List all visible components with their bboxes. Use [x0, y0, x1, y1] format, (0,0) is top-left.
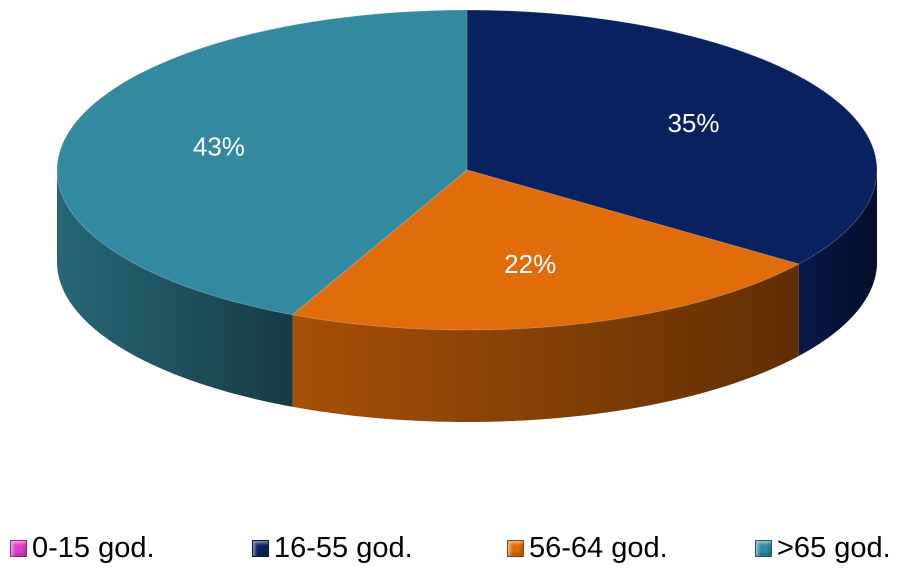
data-label-56-64-god: 22% — [504, 249, 556, 279]
pie-chart: 35% 22% 43% — [56, 9, 878, 422]
legend-label-over-65: >65 god. — [777, 531, 891, 564]
legend-item-over-65: >65 god. — [755, 528, 891, 568]
data-label-65-god: 43% — [193, 131, 245, 161]
legend-swatch-16-55 — [252, 539, 269, 557]
legend-item-16-55: 16-55 god. — [252, 528, 413, 568]
pie-data-labels: 35% 22% 43% — [193, 108, 720, 279]
pie-tops — [56, 9, 878, 331]
legend: 0-15 god. 16-55 god. 56-64 god. >65 god. — [0, 528, 921, 568]
pie-sides — [57, 170, 877, 422]
legend-swatch-56-64 — [507, 539, 524, 557]
legend-item-0-15: 0-15 god. — [10, 528, 155, 568]
legend-swatch-over-65 — [755, 539, 772, 557]
legend-item-56-64: 56-64 god. — [507, 528, 668, 568]
data-label-16-55-god: 35% — [667, 108, 719, 138]
pie-slice-16-55-god — [466, 9, 878, 265]
pie-side-shade-56-64-god — [292, 264, 799, 422]
pie-slice-56-64-god — [291, 169, 801, 331]
pie-side-shade-65-god — [57, 170, 293, 407]
legend-label-56-64: 56-64 god. — [529, 531, 668, 564]
pie-slice-65-god — [56, 9, 468, 316]
legend-label-16-55: 16-55 god. — [274, 531, 413, 564]
legend-swatch-0-15 — [10, 539, 27, 557]
pie-side-shade-16-55-god — [798, 170, 877, 357]
legend-label-0-15: 0-15 god. — [32, 531, 155, 564]
